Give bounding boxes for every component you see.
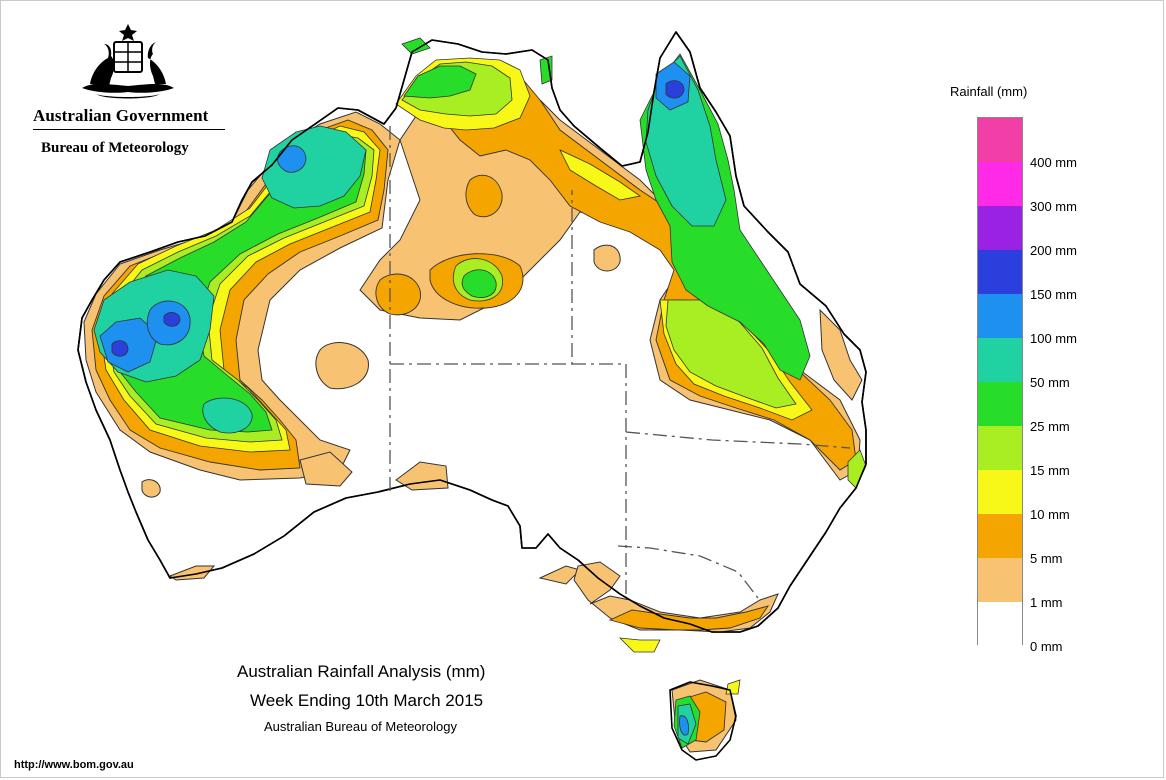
- legend-swatch: [978, 558, 1022, 602]
- map-subtitle: Week Ending 10th March 2015: [250, 691, 484, 710]
- legend-swatch: [978, 602, 1022, 646]
- legend-color-bar: [977, 117, 1023, 646]
- legend-swatch: [978, 250, 1022, 294]
- legend-swatch: [978, 206, 1022, 250]
- legend-swatch: [978, 514, 1022, 558]
- legend-swatch: [978, 338, 1022, 382]
- legend-label: 400 mm: [1030, 155, 1077, 170]
- legend-label: 50 mm: [1030, 375, 1070, 390]
- coat-of-arms-icon: [82, 24, 174, 99]
- legend-swatch: [978, 470, 1022, 514]
- legend-label: 25 mm: [1030, 419, 1070, 434]
- legend-swatch: [978, 382, 1022, 426]
- header-divider: [33, 129, 225, 130]
- legend-swatch: [978, 118, 1022, 162]
- map-title: Australian Rainfall Analysis (mm): [237, 662, 486, 681]
- legend-label: 200 mm: [1030, 243, 1077, 258]
- legend-label: 0 mm: [1030, 639, 1063, 654]
- legend-label: 5 mm: [1030, 551, 1063, 566]
- legend-title: Rainfall (mm): [950, 84, 1028, 99]
- legend-swatch: [978, 426, 1022, 470]
- legend-swatch: [978, 162, 1022, 206]
- government-title: Australian Government: [33, 106, 209, 125]
- map-source: Australian Bureau of Meteorology: [264, 719, 457, 734]
- legend-label: 300 mm: [1030, 199, 1077, 214]
- legend-label: 150 mm: [1030, 287, 1077, 302]
- legend-label: 1 mm: [1030, 595, 1063, 610]
- bureau-title: Bureau of Meteorology: [41, 140, 189, 156]
- source-url-link[interactable]: http://www.bom.gov.au: [14, 759, 134, 771]
- tasmania-outline: [669, 681, 737, 761]
- legend-label: 100 mm: [1030, 331, 1077, 346]
- legend-label: 15 mm: [1030, 463, 1070, 478]
- legend-label: 10 mm: [1030, 507, 1070, 522]
- legend-swatch: [978, 294, 1022, 338]
- state-borders: [389, 126, 851, 600]
